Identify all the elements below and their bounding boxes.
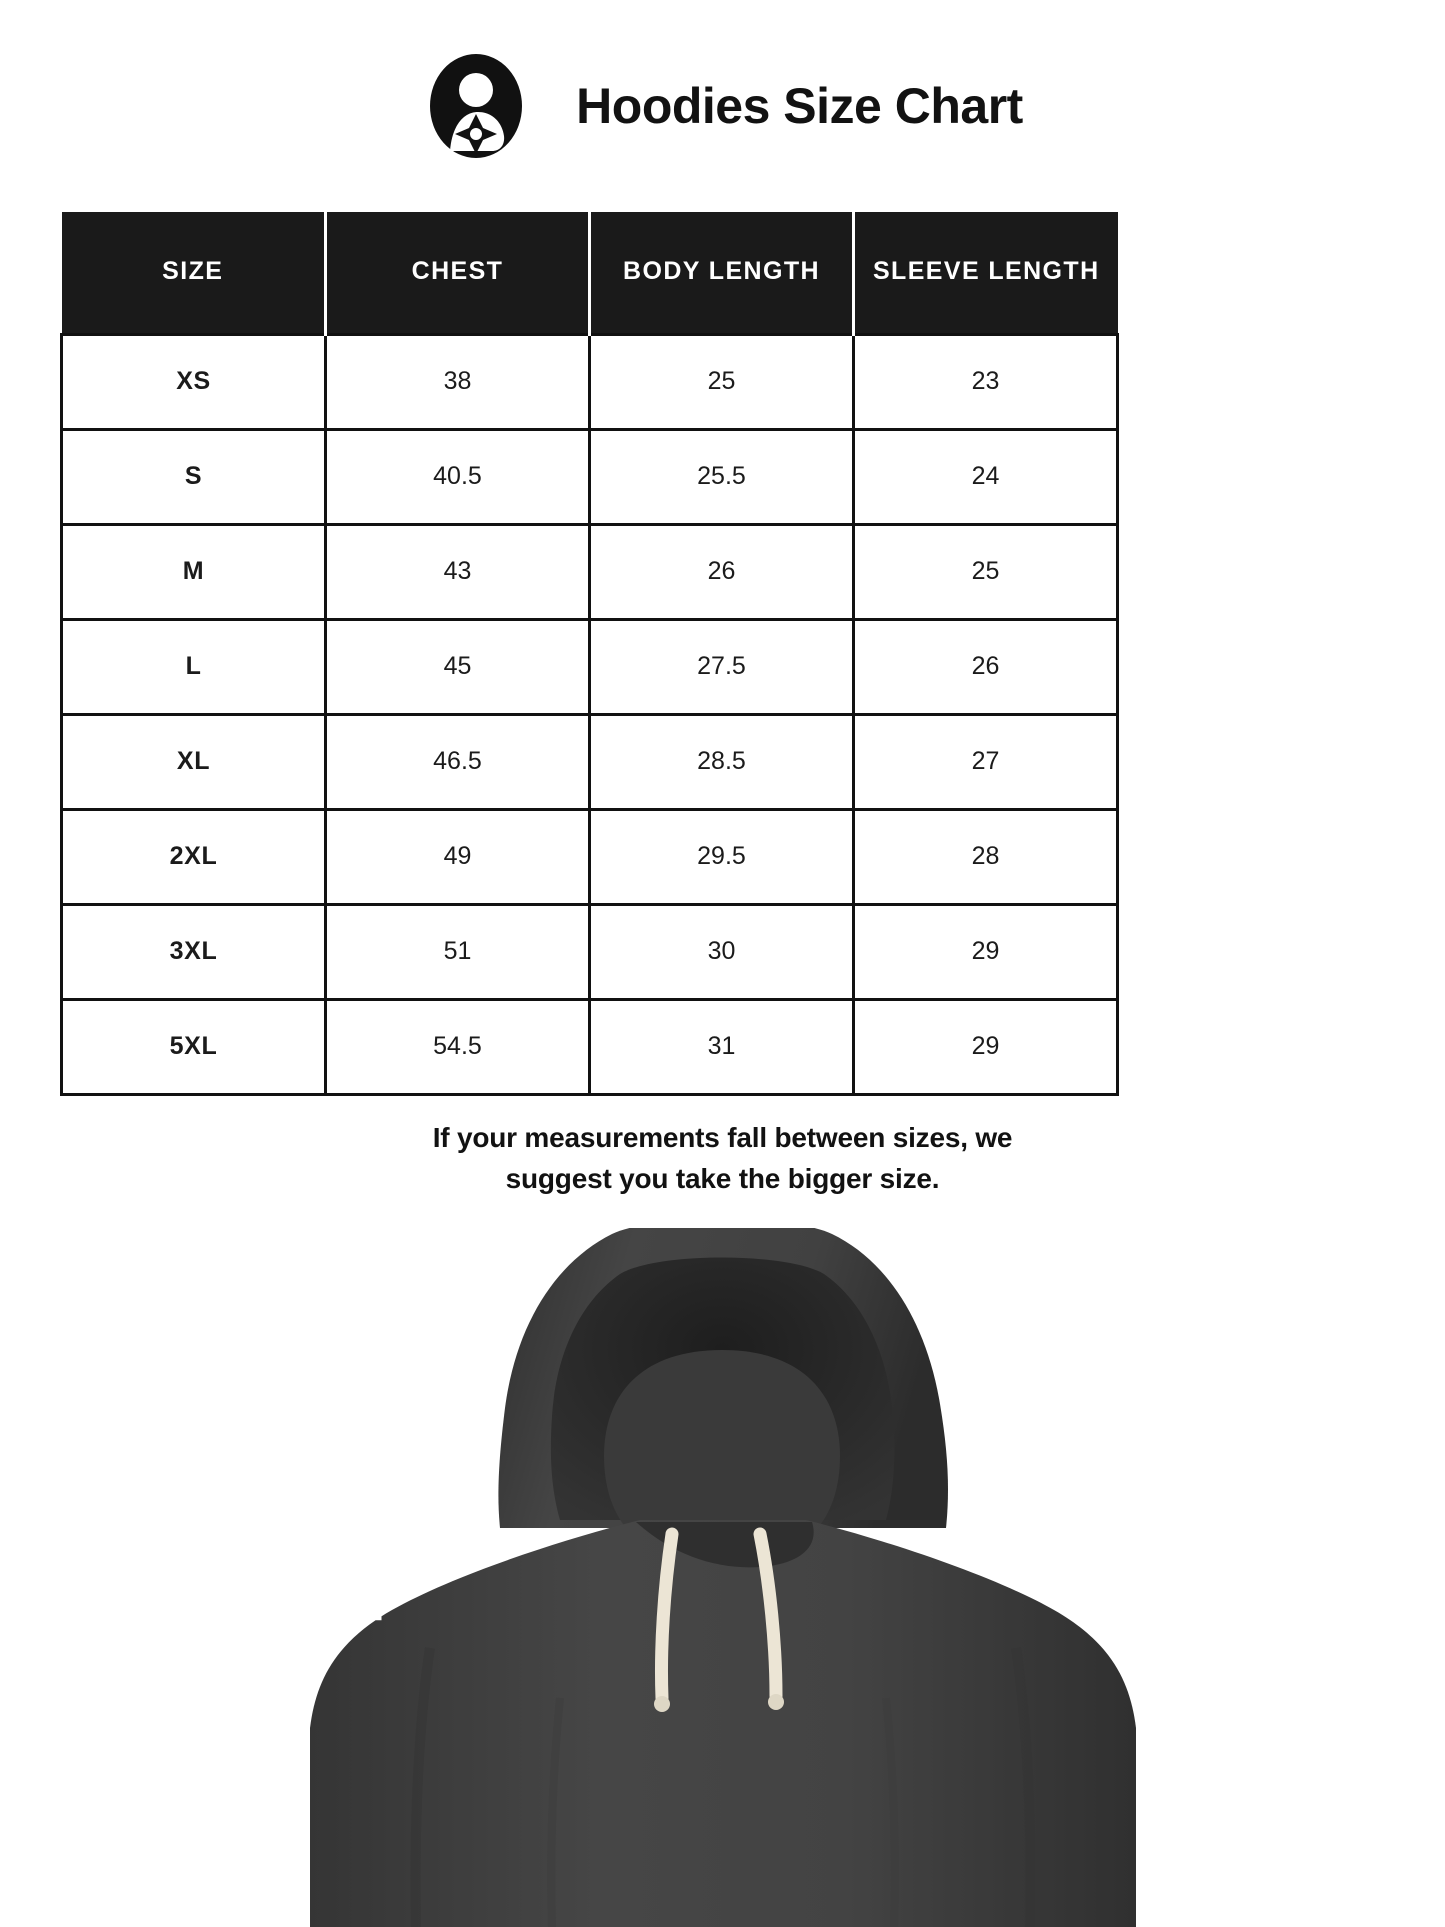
cell-chest: 38 — [324, 332, 591, 431]
table-row: 2XL 49 29.5 28 — [60, 807, 1119, 906]
cell-size: 3XL — [60, 902, 327, 1001]
cell-chest: 43 — [324, 522, 591, 621]
sizing-note-line-1: If your measurements fall between sizes,… — [432, 1122, 1013, 1153]
cell-size: XS — [60, 332, 327, 431]
cell-body-length: 27.5 — [588, 617, 855, 716]
cell-chest: 49 — [324, 807, 591, 906]
cell-chest: 40.5 — [324, 427, 591, 526]
cell-size: S — [60, 427, 327, 526]
page-header: Hoodies Size Chart — [0, 0, 1445, 160]
cell-sleeve-length: 29 — [852, 997, 1119, 1096]
cell-body-length: 31 — [588, 997, 855, 1096]
cell-sleeve-length: 23 — [852, 332, 1119, 431]
cell-body-length: 25.5 — [588, 427, 855, 526]
table-row: S 40.5 25.5 24 — [60, 427, 1119, 526]
table-header-row: SIZE CHEST BODY LENGTH SLEEVE LENGTH — [61, 212, 1118, 334]
size-table-wrapper: SIZE CHEST BODY LENGTH SLEEVE LENGTH XS … — [60, 212, 1119, 1096]
cell-size: L — [60, 617, 327, 716]
column-header-sleeve-length: SLEEVE LENGTH — [853, 212, 1118, 334]
hoodie-photo — [0, 1228, 1445, 1927]
cell-chest: 54.5 — [324, 997, 591, 1096]
cell-sleeve-length: 25 — [852, 522, 1119, 621]
cell-body-length: 26 — [588, 522, 855, 621]
cell-size: 2XL — [60, 807, 327, 906]
cell-sleeve-length: 29 — [852, 902, 1119, 1001]
table-row: XS 38 25 23 — [60, 332, 1119, 431]
table-row: L 45 27.5 26 — [60, 617, 1119, 716]
cell-size: M — [60, 522, 327, 621]
table-row: XL 46.5 28.5 27 — [60, 712, 1119, 811]
size-table: SIZE CHEST BODY LENGTH SLEEVE LENGTH XS … — [60, 212, 1119, 1096]
table-body: XS 38 25 23 S 40.5 25.5 24 M 43 26 25 — [60, 332, 1119, 1096]
mother-and-child-logo-icon — [422, 52, 530, 160]
page-title: Hoodies Size Chart — [576, 78, 1023, 134]
cell-chest: 51 — [324, 902, 591, 1001]
cell-sleeve-length: 28 — [852, 807, 1119, 906]
cell-sleeve-length: 26 — [852, 617, 1119, 716]
table-row: 5XL 54.5 31 29 — [60, 997, 1119, 1096]
cell-body-length: 30 — [588, 902, 855, 1001]
cell-body-length: 25 — [588, 332, 855, 431]
cell-body-length: 28.5 — [588, 712, 855, 811]
cell-size: 5XL — [60, 997, 327, 1096]
column-header-size: SIZE — [61, 212, 327, 334]
cell-chest: 46.5 — [324, 712, 591, 811]
cell-body-length: 29.5 — [588, 807, 855, 906]
table-row: M 43 26 25 — [60, 522, 1119, 621]
cell-size: XL — [60, 712, 327, 811]
cell-chest: 45 — [324, 617, 591, 716]
cell-sleeve-length: 24 — [852, 427, 1119, 526]
table-row: 3XL 51 30 29 — [60, 902, 1119, 1001]
column-header-chest: CHEST — [325, 212, 591, 334]
cell-sleeve-length: 27 — [852, 712, 1119, 811]
column-header-body-length: BODY LENGTH — [589, 212, 855, 334]
table-header: SIZE CHEST BODY LENGTH SLEEVE LENGTH — [61, 212, 1118, 334]
sizing-note: If your measurements fall between sizes,… — [0, 1118, 1445, 1199]
sizing-note-line-2: suggest you take the bigger size. — [505, 1162, 940, 1194]
